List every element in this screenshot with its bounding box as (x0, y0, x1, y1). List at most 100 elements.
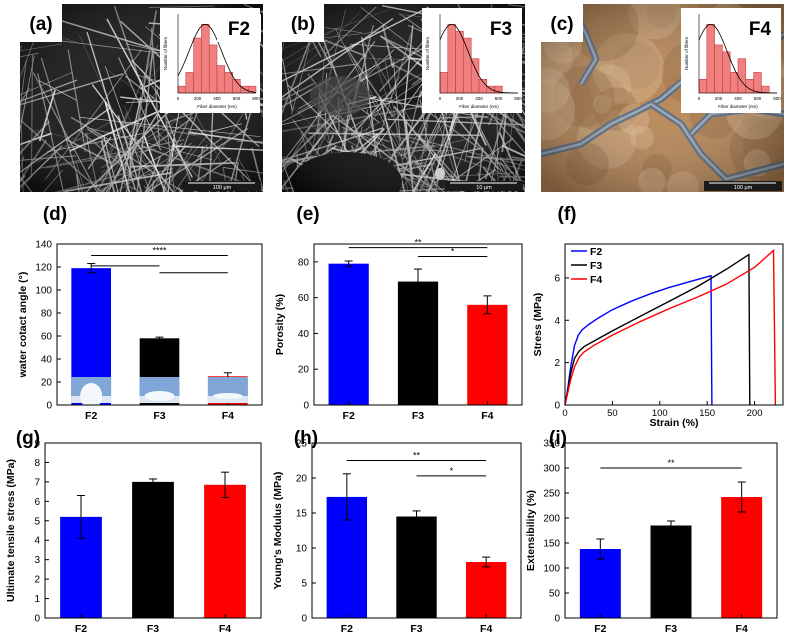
y-tick-label: 80 (298, 257, 310, 268)
y-tick-label: 100 (35, 286, 52, 297)
fiber (364, 191, 366, 192)
inset-tick-label: 200 (456, 96, 464, 101)
y-tick-label: 5 (301, 579, 307, 590)
y-tick-label: 40 (298, 329, 310, 340)
series-line-F2 (564, 274, 713, 406)
panel-label-box (20, 4, 62, 42)
histogram-bar (753, 72, 762, 94)
sample-tag: F3 (490, 19, 512, 40)
fiber (500, 183, 513, 192)
y-tick-label: 20 (296, 474, 308, 485)
panel-label: (g) (16, 428, 40, 449)
y-tick-label: 100 (543, 564, 560, 575)
y-tick-label: 20 (41, 378, 53, 389)
inset-tick-label: 0 (177, 96, 180, 101)
fiber (150, 180, 155, 192)
inset-ylabel: Number of fibers (684, 36, 689, 70)
chart-5: (i) 0 50 100 150 200 250 300 350 Extensibility (%… (525, 428, 778, 635)
fiber (20, 176, 33, 191)
x-tick-label: 50 (607, 408, 618, 419)
inset-tick-label: 0 (439, 96, 442, 101)
y-tick-label: 10 (296, 544, 308, 555)
x-tick-label: 0 (562, 408, 567, 419)
fiber (474, 187, 490, 192)
histogram-bar (193, 37, 202, 94)
histogram-bar (185, 72, 194, 94)
inset-axes (439, 14, 518, 94)
fiber (515, 171, 517, 192)
y-tick-label: 0 (554, 614, 560, 625)
significance-label: **** (152, 246, 167, 256)
y-tick-label: 15 (296, 509, 308, 520)
significance-label: * (450, 466, 454, 476)
histogram-bar (224, 72, 233, 94)
bar-F3 (397, 281, 439, 405)
y-tick-label: 40 (41, 355, 53, 366)
inset-tick-label: 400 (213, 96, 221, 101)
y-axis-label: Stress (MPa) (532, 293, 544, 357)
histogram-bar (201, 24, 210, 94)
plot-frame (311, 442, 522, 619)
histogram-bar (706, 24, 715, 94)
fiber (178, 187, 183, 192)
plot-frame (56, 243, 263, 406)
y-tick-label: 120 (35, 263, 52, 274)
y-tick-label: 8 (34, 458, 40, 469)
scale-bar-label: 100 μm (734, 185, 753, 191)
y-tick-label: 4 (34, 536, 40, 547)
x-tick-label: 150 (699, 408, 715, 419)
x-tick-label: F4 (481, 410, 493, 422)
scale-bar-bg (704, 181, 782, 191)
x-tick-label: F2 (75, 623, 87, 635)
sem-image (541, 4, 784, 192)
x-tick-label: F3 (412, 410, 424, 422)
bar-F3 (396, 516, 437, 618)
y-tick-label: 1 (34, 594, 40, 605)
y-tick-label: 0 (303, 401, 309, 412)
fiber (382, 190, 385, 192)
histogram-bar (216, 65, 226, 94)
histogram-bar (761, 85, 770, 94)
fiber (136, 190, 143, 192)
tag-box (217, 14, 261, 42)
y-tick-label: 20 (298, 365, 310, 376)
y-tick-label: 200 (543, 514, 560, 525)
sem-panel-2: (c) 0 200 400 600 800 Fiber diameter (nm) Numbe… (541, 4, 784, 192)
y-axis-label: Porosity (%) (274, 294, 286, 355)
panel-label: (c) (550, 14, 573, 35)
x-axis-label: Strain (%) (649, 417, 698, 429)
x-tick-label: 200 (747, 408, 763, 419)
y-tick-label: 4 (554, 316, 560, 327)
histogram-bar (698, 79, 708, 94)
series-line-F3 (564, 253, 751, 406)
significance-label: * (451, 247, 455, 257)
significance-label: ** (413, 451, 421, 461)
bar-F3 (650, 525, 692, 618)
inset-tick-label: 400 (734, 96, 742, 101)
fiber (245, 191, 247, 192)
y-tick-label: 3 (34, 555, 40, 566)
histogram-bar (208, 44, 218, 94)
scale-bar-bg (445, 181, 523, 191)
panel-label: (f) (558, 204, 577, 225)
bar-F4 (467, 304, 508, 405)
y-tick-label: 2 (34, 575, 40, 586)
scale-bar-bg (183, 181, 261, 191)
histogram-bar (745, 79, 754, 94)
histogram-bar (455, 30, 464, 94)
inset-axes (698, 14, 777, 94)
y-tick-label: 9 (34, 439, 40, 450)
sample-tag: F4 (749, 19, 772, 40)
y-tick-label: 60 (41, 332, 53, 343)
bar-F2 (328, 263, 369, 405)
histogram-bar (470, 58, 480, 94)
inset-tick-label: 600 (233, 96, 241, 101)
bar-F3 (132, 481, 174, 618)
inset-tick-label: 200 (194, 96, 202, 101)
y-tick-label: 6 (554, 273, 560, 284)
y-tick-label: 0 (554, 401, 560, 412)
fiber (20, 45, 23, 52)
